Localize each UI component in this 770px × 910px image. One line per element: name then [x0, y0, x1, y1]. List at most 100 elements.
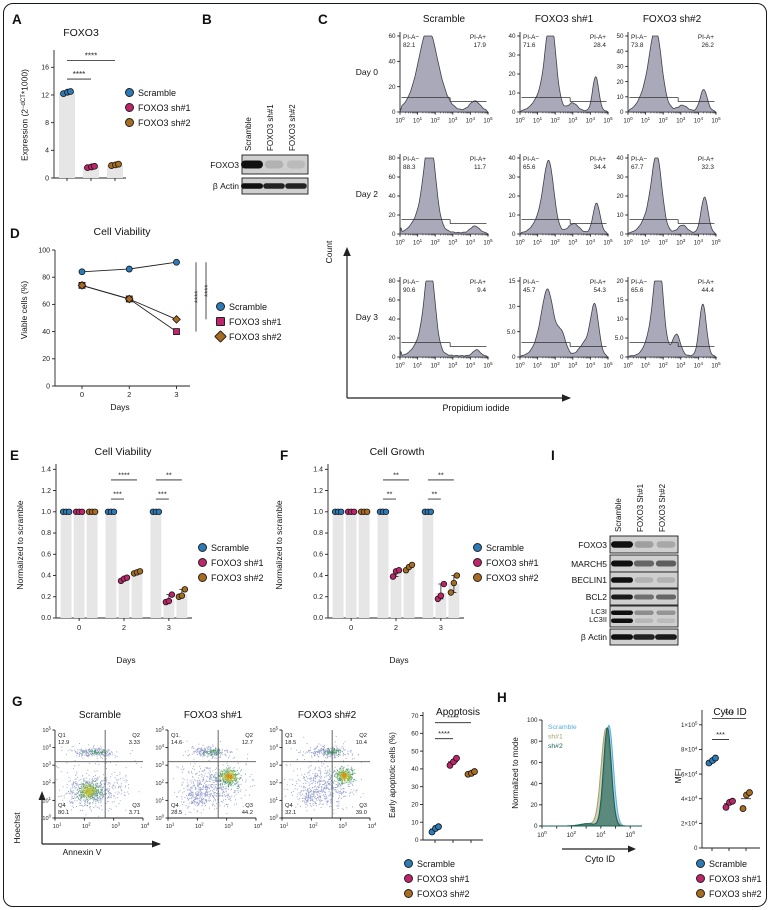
legend-marker-icon: [473, 558, 482, 567]
gate-value: 26.2: [702, 42, 715, 49]
y-tick-label: 40: [388, 316, 396, 323]
quadrant-value: 44.2: [242, 810, 253, 816]
log-tick-label: 101: [533, 238, 543, 247]
gate-label: PI-A+: [590, 279, 606, 286]
log-tick-label: 102: [659, 116, 669, 125]
blot-band: [634, 618, 654, 623]
legend-item: FOXO3 sh#1: [125, 100, 191, 115]
y-tick-label: 0.6: [41, 551, 51, 558]
y-tick-label: 1.0: [41, 509, 51, 516]
y-tick-label: 60: [388, 33, 396, 40]
log-tick-label: 100: [623, 116, 633, 125]
quadrant-label: Q2: [359, 733, 367, 739]
y-tick-label: 100: [38, 247, 50, 254]
blot-band: [633, 634, 655, 640]
gate-label: PI-A+: [698, 34, 714, 41]
quadrant-value: 3.33: [129, 740, 140, 746]
y-tick-label: 4: [45, 148, 49, 155]
y-tick-label: 70: [411, 713, 419, 720]
legend-item: FOXO3 sh#2: [696, 886, 762, 901]
sig-label: ****: [447, 713, 459, 722]
y-tick-label: 0: [512, 231, 516, 238]
log-tick-label: 102: [567, 830, 577, 839]
log-tick-label: 101: [42, 796, 51, 805]
blot-row-label-line: LC3II: [589, 615, 607, 624]
log-tick-label: 105: [603, 116, 613, 125]
gate-label: PI-A+: [698, 156, 714, 163]
sig-label: ****: [194, 291, 203, 303]
log-tick-label: 104: [254, 822, 263, 831]
flow-hist-1-0: 0 20 40 60 80 100 101 102 103 104 105 PI-A−88.3 PI-A…: [388, 154, 493, 247]
panel-d-xlabel: Days: [110, 402, 130, 412]
log-tick-label: 102: [155, 778, 164, 787]
x-tick-label: 2: [394, 623, 398, 632]
x-tick-label: 2: [122, 623, 126, 632]
blot-band: [655, 634, 677, 640]
gate-label: PI-A+: [470, 156, 486, 163]
blot-box: [609, 605, 679, 628]
log-tick-label: 103: [448, 238, 458, 247]
log-tick-label: 101: [641, 361, 651, 370]
data-point: [168, 591, 176, 598]
quadrant-label: Q3: [132, 803, 140, 809]
y-tick-label: 20: [42, 356, 50, 363]
y-tick-label: 0.6: [313, 551, 323, 558]
y-tick-label: 20: [411, 802, 419, 809]
y-tick-label: 1×105: [681, 721, 698, 729]
legend-marker-icon: [125, 103, 134, 112]
blot-band: [611, 541, 633, 548]
y-tick-label: 30: [616, 174, 624, 181]
panel-i-label: I: [551, 448, 555, 463]
y-tick-label: 0.8: [41, 530, 51, 537]
log-tick-label: 102: [431, 238, 441, 247]
log-tick-label: 105: [42, 726, 51, 735]
quadrant-value: 12.9: [58, 740, 69, 746]
bar: [73, 511, 85, 618]
data-point: [181, 586, 189, 593]
gate-label: PI-A+: [470, 34, 486, 41]
legend-item: FOXO3 sh#2: [404, 886, 470, 901]
y-tick-label: 30: [508, 174, 516, 181]
legend-label: FOXO3 sh#2: [417, 888, 470, 899]
data-point: [350, 508, 358, 515]
bar: [332, 511, 344, 618]
blot-band: [264, 160, 284, 169]
blot-row-label: MARCH5: [571, 558, 607, 569]
blot-row-label: FOXO3: [578, 539, 607, 550]
y-tick-label: 0: [512, 354, 516, 361]
data-point: [722, 803, 730, 811]
histogram-curve: [518, 160, 610, 235]
log-tick-label: 102: [551, 238, 561, 247]
density-curve: [542, 727, 642, 827]
log-tick-label: 103: [111, 822, 120, 831]
c-ylabel-count: Count: [324, 240, 334, 264]
log-tick-label: 101: [53, 822, 62, 831]
bar: [345, 511, 357, 618]
y-tick-label: 100: [527, 717, 538, 724]
log-tick-label: 102: [431, 361, 441, 370]
legend-label: FOXO3 sh#1: [709, 873, 762, 884]
legend-label: Scramble: [486, 542, 525, 553]
y-tick-label: 5.0: [615, 335, 624, 342]
bar: [163, 599, 175, 618]
data-point: [77, 280, 87, 290]
quadrant-value: 12.7: [242, 740, 253, 746]
log-tick-label: 101: [533, 361, 543, 370]
blot-band: [611, 560, 633, 567]
bar: [403, 567, 415, 618]
blot-row-label: LC3I LC3II: [527, 607, 607, 625]
log-tick-label: 102: [42, 778, 51, 787]
y-tick-label: 10: [616, 94, 624, 101]
scatter-cloud-blue: [284, 734, 364, 814]
g-title-sh1: FOXO3 sh#1: [183, 710, 243, 721]
data-point: [110, 508, 118, 515]
y-tick-label: 20: [388, 84, 396, 91]
quadrant-label: Q3: [245, 803, 253, 809]
x-tick-label: 3: [174, 390, 178, 399]
flow-hist-2-0: 0 20 40 60 80 100 101 102 103 104 105 PI-A−90.6 PI-A…: [388, 277, 493, 370]
legend-marker-icon: [696, 889, 705, 898]
y-tick-label: 6×104: [681, 770, 698, 778]
log-tick-label: 104: [694, 238, 704, 247]
gate-value: 28.4: [594, 42, 607, 49]
blot-band: [634, 577, 654, 583]
